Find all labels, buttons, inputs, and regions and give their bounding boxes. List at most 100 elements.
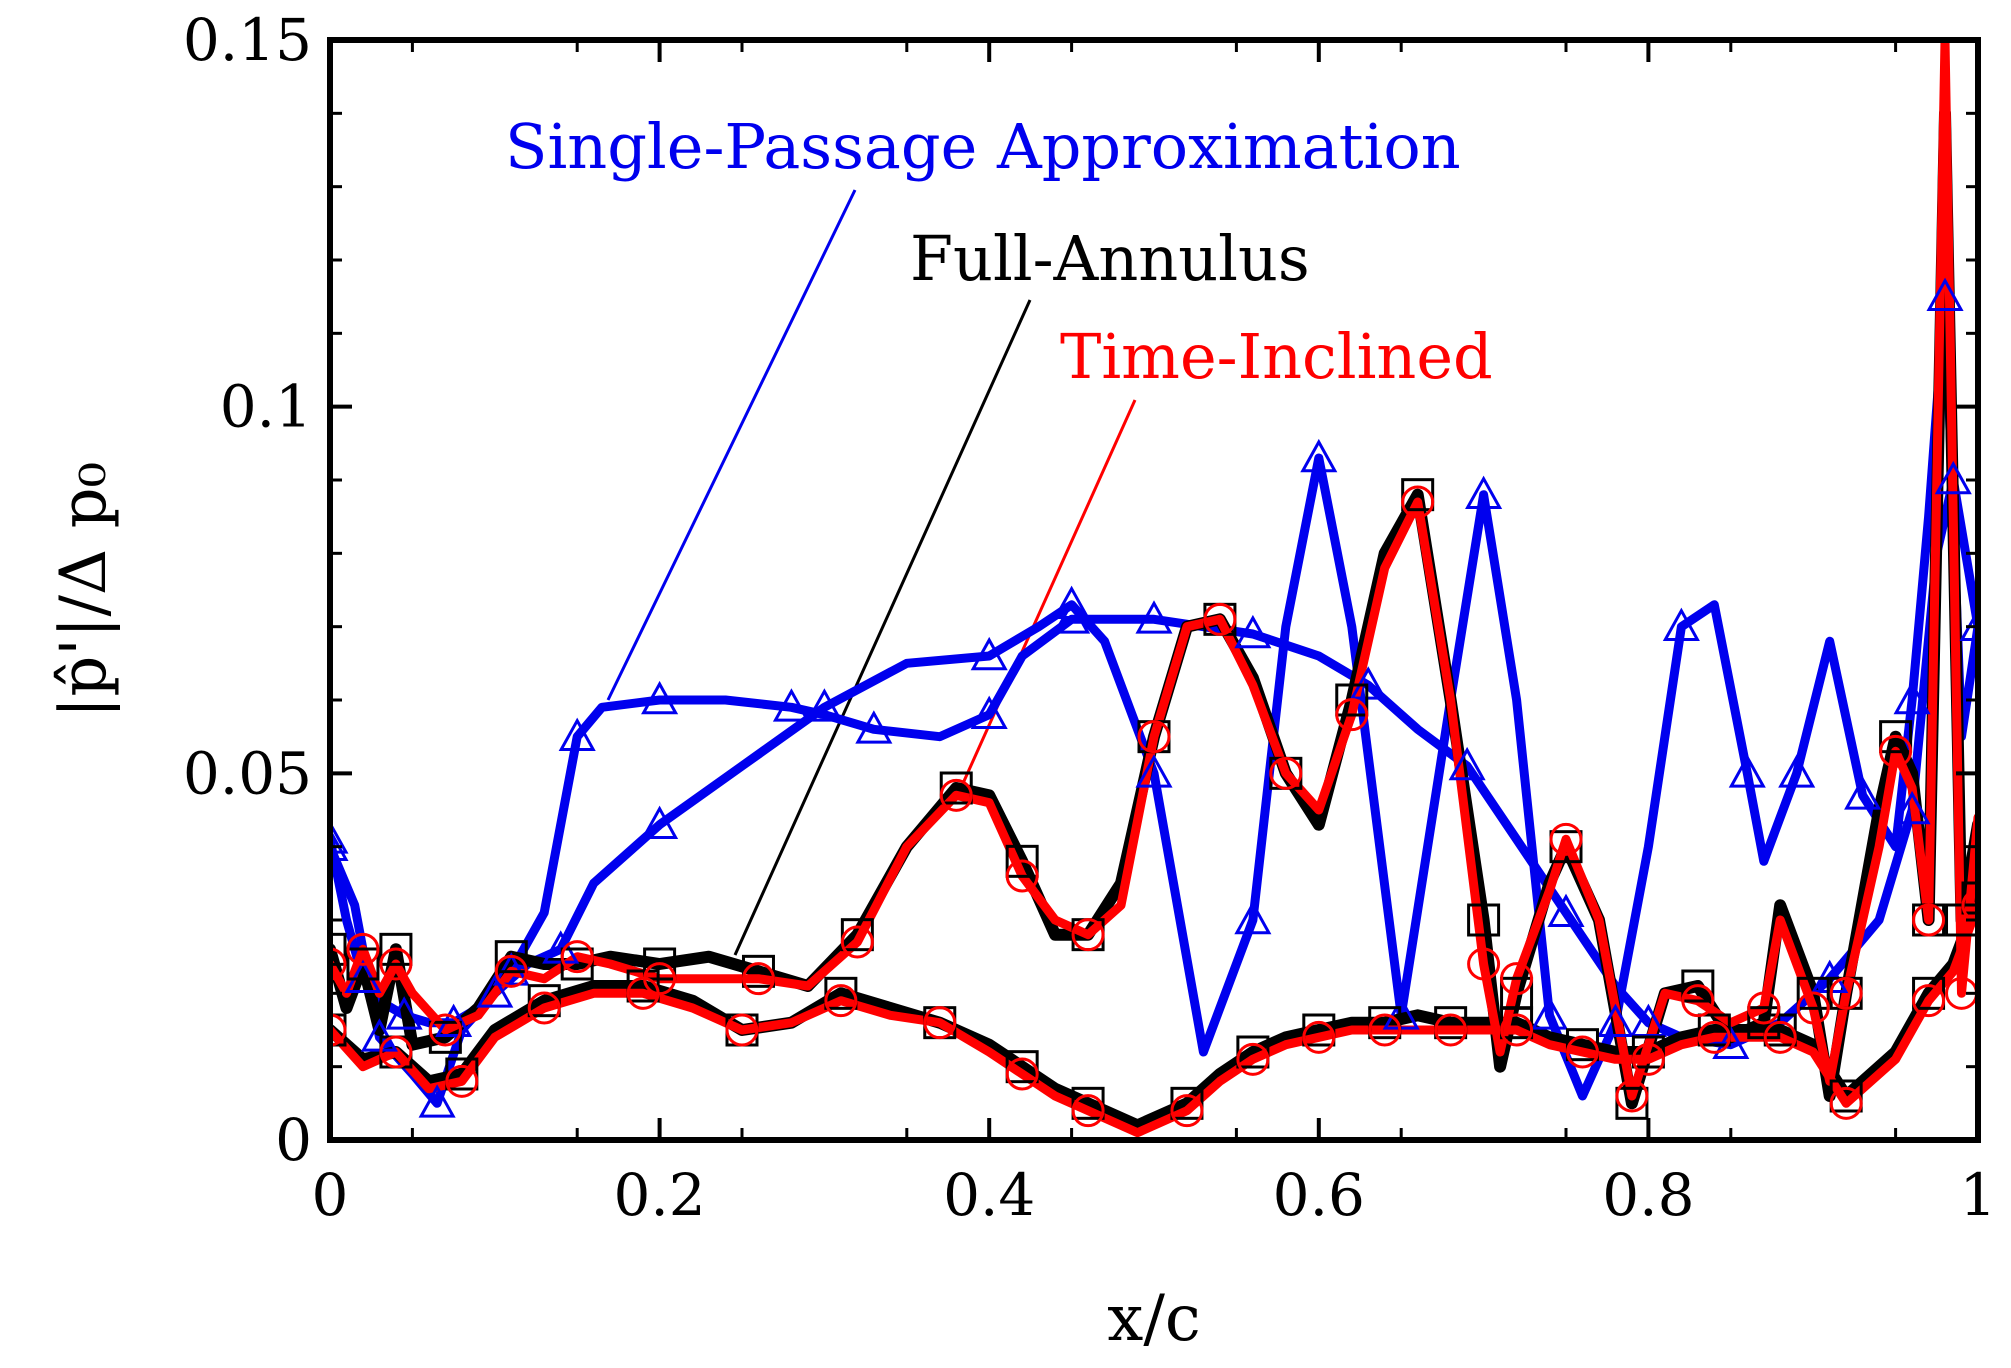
series-marker	[1302, 1013, 1336, 1047]
leader-line-single-passage	[606, 189, 857, 701]
series-marker	[379, 947, 413, 981]
series-marker	[1401, 485, 1435, 519]
series-marker	[805, 688, 843, 722]
series-marker	[641, 805, 679, 839]
series-marker	[1596, 1003, 1634, 1037]
series-marker	[1005, 1057, 1039, 1091]
series-marker	[1203, 602, 1237, 636]
series-marker	[428, 1020, 462, 1054]
series-marker	[1565, 1035, 1599, 1069]
series-marker	[558, 717, 596, 751]
series-marker	[1697, 1013, 1731, 1047]
series-marker	[1912, 903, 1946, 937]
series-marker	[379, 1035, 413, 1069]
series-marker	[1005, 1050, 1039, 1084]
series-marker	[939, 778, 973, 812]
series-marker	[1961, 881, 1978, 915]
series-marker	[1829, 1079, 1863, 1113]
series-marker	[1681, 984, 1715, 1018]
series-marker	[824, 976, 858, 1010]
series-marker	[970, 636, 1008, 671]
plot-frame	[327, 37, 1981, 1143]
series-marker	[643, 947, 677, 981]
x-tick-label: 0.2	[613, 1161, 705, 1229]
series-marker	[1879, 720, 1913, 754]
series-marker	[1053, 585, 1091, 619]
series-marker	[1170, 1086, 1204, 1120]
series-marker	[1170, 1094, 1204, 1128]
x-tick-label: 0.8	[1602, 1161, 1694, 1229]
series-marker	[1005, 844, 1039, 878]
series-marker	[1728, 754, 1766, 788]
annotation-single-passage: Single-Passage Approximation	[505, 110, 1461, 183]
series-marker	[1549, 822, 1583, 856]
series-marker	[1926, 277, 1964, 311]
series-marker	[428, 1013, 462, 1047]
series-marker	[1961, 888, 1978, 922]
series-marker	[1300, 438, 1338, 473]
x-axis-title: x/c	[1107, 1282, 1201, 1356]
series-marker	[1549, 830, 1583, 864]
series-marker	[1615, 1086, 1649, 1120]
series-marker	[560, 947, 594, 981]
series-marker	[643, 962, 677, 996]
series-marker	[330, 820, 349, 854]
series-marker	[741, 962, 775, 996]
series-marker	[1697, 1020, 1731, 1054]
series-marker	[560, 940, 594, 974]
series-marker	[1335, 683, 1369, 717]
series-marker	[1465, 475, 1503, 509]
series-marker	[1912, 976, 1946, 1010]
series-marker	[855, 710, 893, 744]
y-tick-label: 0.1	[220, 373, 312, 441]
series-marker	[1500, 976, 1534, 1010]
annotation-full-annulus: Full-Annulus	[910, 222, 1310, 295]
series-marker	[725, 1013, 759, 1047]
series-marker	[1934, 460, 1972, 495]
series-marker	[1236, 1035, 1270, 1069]
series-marker	[1401, 478, 1435, 512]
series-marker	[418, 1084, 456, 1118]
series-marker	[1747, 991, 1781, 1025]
series-marker	[1448, 746, 1486, 781]
series-marker	[1879, 734, 1913, 768]
series-marker	[1302, 1020, 1336, 1054]
series-marker	[1234, 900, 1272, 935]
series-marker	[824, 984, 858, 1018]
series-marker	[1368, 1006, 1402, 1040]
series-marker	[1631, 1035, 1665, 1069]
series-marker	[1434, 1013, 1468, 1047]
x-tick-label: 1	[1960, 1161, 1997, 1229]
series-marker	[346, 947, 380, 981]
series-marker	[1135, 600, 1173, 634]
annotation-time-inclined: Time-Inclined	[1060, 320, 1493, 393]
series-marker	[492, 952, 530, 986]
series-marker	[1467, 947, 1501, 981]
series-marker	[330, 827, 349, 861]
series-marker	[772, 688, 810, 722]
series-marker	[840, 925, 874, 959]
y-tick-label: 0.15	[183, 6, 312, 74]
series-marker	[527, 991, 561, 1025]
leader-line-full-annulus	[733, 299, 1032, 956]
series-marker	[1959, 607, 1978, 641]
series-marker	[1629, 1003, 1667, 1037]
series-marker	[1796, 991, 1830, 1025]
series-marker	[1829, 976, 1863, 1010]
series-marker	[476, 974, 514, 1008]
series-marker	[1763, 1020, 1797, 1054]
series-marker	[1071, 1094, 1105, 1128]
series-marker	[1681, 969, 1715, 1003]
series-marker	[330, 932, 347, 966]
series-marker	[840, 918, 874, 952]
series-marker	[1631, 1042, 1665, 1076]
x-tick-label: 0.6	[1273, 1161, 1365, 1229]
series-marker	[1434, 1006, 1468, 1040]
series-marker	[1912, 984, 1946, 1018]
y-tick-label: 0.05	[183, 739, 312, 807]
x-tick-label: 0	[312, 1161, 349, 1229]
series-marker	[1137, 720, 1171, 754]
series-marker	[346, 932, 380, 966]
series-marker	[1565, 1028, 1599, 1062]
